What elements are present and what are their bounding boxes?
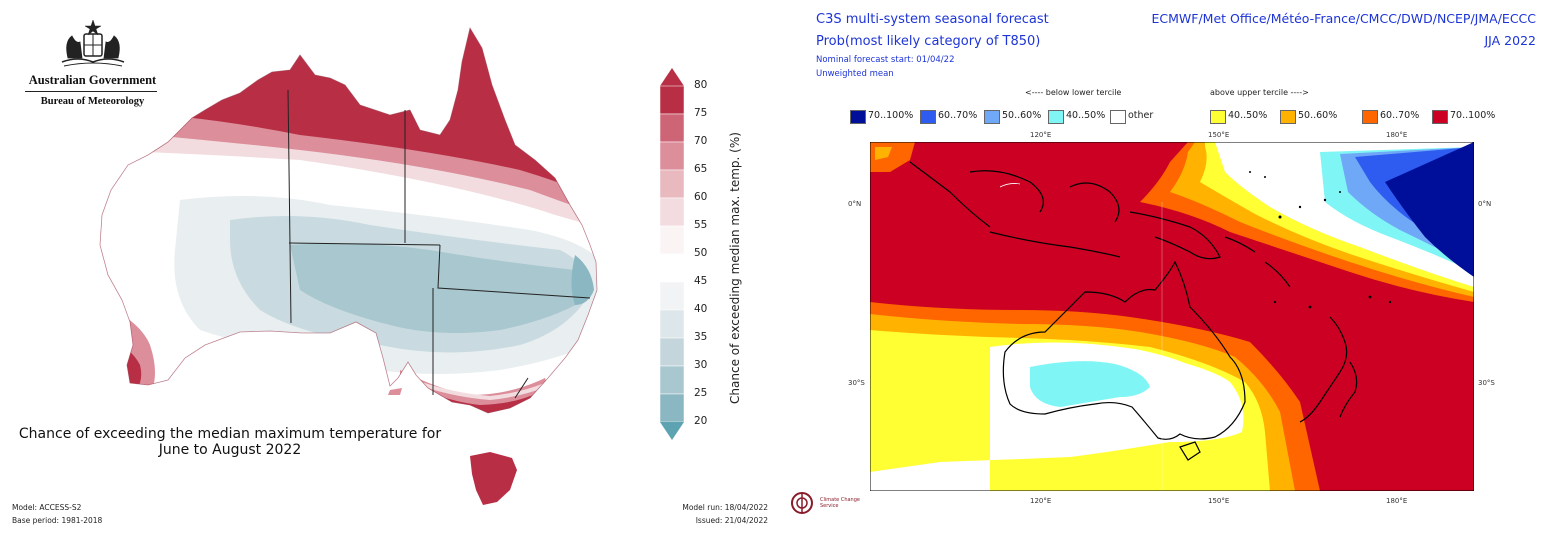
- legend-swatch: [1362, 110, 1378, 124]
- legend-swatch: [1432, 110, 1448, 124]
- base-period-text: Base period: 1981-2018: [12, 516, 103, 525]
- legend-label: 50..60%: [1298, 110, 1338, 121]
- colorbar-tick-label: 80: [694, 79, 708, 91]
- colorbar-segment: [660, 141, 685, 171]
- colorbar-tick-label: 45: [694, 275, 708, 287]
- colorbar: [660, 68, 685, 440]
- unweighted-mean-text: Unweighted mean: [816, 69, 894, 79]
- colorbar-tick-label: 25: [694, 387, 708, 399]
- legend-label: 70..100%: [1450, 110, 1496, 121]
- map-title-line2: June to August 2022: [158, 442, 302, 458]
- c3s-logo-text: Climate Change Service: [820, 497, 860, 509]
- colorbar-segment: [660, 393, 685, 423]
- colorbar-segment: [660, 337, 685, 367]
- forecast-start-text: Nominal forecast start: 01/04/22: [816, 55, 955, 65]
- lat-label-left: 30°S: [848, 379, 865, 387]
- colorbar-extend-bottom: [660, 422, 684, 440]
- colorbar-segment: [660, 169, 685, 199]
- legend-label: 40..50%: [1228, 110, 1268, 121]
- legend-label: 70..100%: [868, 110, 914, 121]
- legend-swatch: [920, 110, 936, 124]
- colorbar-tick-label: 20: [694, 415, 708, 427]
- map-title-line1: Chance of exceeding the median maximum t…: [18, 426, 442, 442]
- colorbar-tick-label: 70: [694, 135, 708, 147]
- state-borders: [287, 89, 591, 399]
- colorbar-segment: [660, 85, 685, 115]
- c3s-title-line2: Prob(most likely category of T850): [816, 34, 1041, 49]
- lat-label-right: 30°S: [1478, 379, 1495, 387]
- lat-label-left: 0°N: [848, 200, 862, 208]
- colorbar-segment: [660, 113, 685, 143]
- legend-label: 40..50%: [1066, 110, 1106, 121]
- colorbar-segment: [660, 253, 685, 283]
- colorbar-tick-label: 55: [694, 219, 708, 231]
- legend-label: other: [1128, 110, 1154, 121]
- below-tercile-header: <---- below lower tercile: [1025, 88, 1122, 97]
- legend-swatch: [1110, 110, 1126, 124]
- lon-label-top: 120°E: [1030, 131, 1052, 139]
- agency-divider: [25, 91, 157, 92]
- legend-swatch: [1048, 110, 1064, 124]
- colorbar-tick-label: 60: [694, 191, 708, 203]
- legend-label: 60..70%: [938, 110, 978, 121]
- issued-text: Issued: 21/04/2022: [695, 516, 768, 525]
- islands: [1249, 171, 1392, 309]
- colorbar-extend-top: [660, 68, 684, 86]
- colorbar-segment: [660, 225, 685, 255]
- lon-label-bottom: 150°E: [1208, 497, 1230, 505]
- c3s-title-line1: C3S multi-system seasonal forecast: [816, 12, 1049, 27]
- lon-label-bottom: 180°E: [1386, 497, 1408, 505]
- agency-title: Australian Government: [28, 73, 157, 87]
- colorbar-segment: [660, 281, 685, 311]
- lat-label-right: 0°N: [1478, 200, 1492, 208]
- colorbar-tick-label: 75: [694, 107, 708, 119]
- bom-panel: Australian Government Bureau of Meteorol…: [0, 19, 768, 525]
- lon-label-top: 180°E: [1386, 131, 1408, 139]
- model-run-text: Model run: 18/04/2022: [682, 503, 768, 512]
- australia-temperature-map: [99, 26, 598, 505]
- coat-of-arms-icon: [61, 19, 125, 67]
- colorbar-tick-label: 50: [694, 247, 708, 259]
- legend-swatch: [984, 110, 1000, 124]
- above-tercile-header: above upper tercile ---->: [1210, 88, 1309, 97]
- season-text: JJA 2022: [1484, 33, 1537, 48]
- c3s-panel: C3S multi-system seasonal forecast Prob(…: [790, 0, 1545, 539]
- lon-label-top: 150°E: [1208, 131, 1230, 139]
- colorbar-title: Chance of exceeding median max. temp. (%…: [728, 132, 742, 404]
- legend-label: 60..70%: [1380, 110, 1420, 121]
- colorbar-segment: [660, 197, 685, 227]
- c3s-probability-map: [870, 142, 1474, 491]
- legend-label: 50..60%: [1002, 110, 1042, 121]
- colorbar-segment: [660, 365, 685, 395]
- model-text: Model: ACCESS-S2: [12, 503, 82, 512]
- colorbar-tick-label: 40: [694, 303, 708, 315]
- map-title: Chance of exceeding the median maximum t…: [0, 426, 460, 458]
- agency-subtitle: Bureau of Meteorology: [40, 96, 145, 107]
- centres-text: ECMWF/Met Office/Météo-France/CMCC/DWD/N…: [1151, 11, 1537, 26]
- colorbar-tick-label: 35: [694, 331, 708, 343]
- legend-swatch: [1210, 110, 1226, 124]
- colorbar-tick-label: 65: [694, 163, 708, 175]
- colorbar-tick-label: 30: [694, 359, 708, 371]
- c3s-logo-icon: [791, 492, 813, 514]
- lon-label-bottom: 120°E: [1030, 497, 1052, 505]
- legend-swatch: [850, 110, 866, 124]
- coastlines: [909, 161, 1358, 461]
- colorbar-segment: [660, 309, 685, 339]
- legend-swatch: [1280, 110, 1296, 124]
